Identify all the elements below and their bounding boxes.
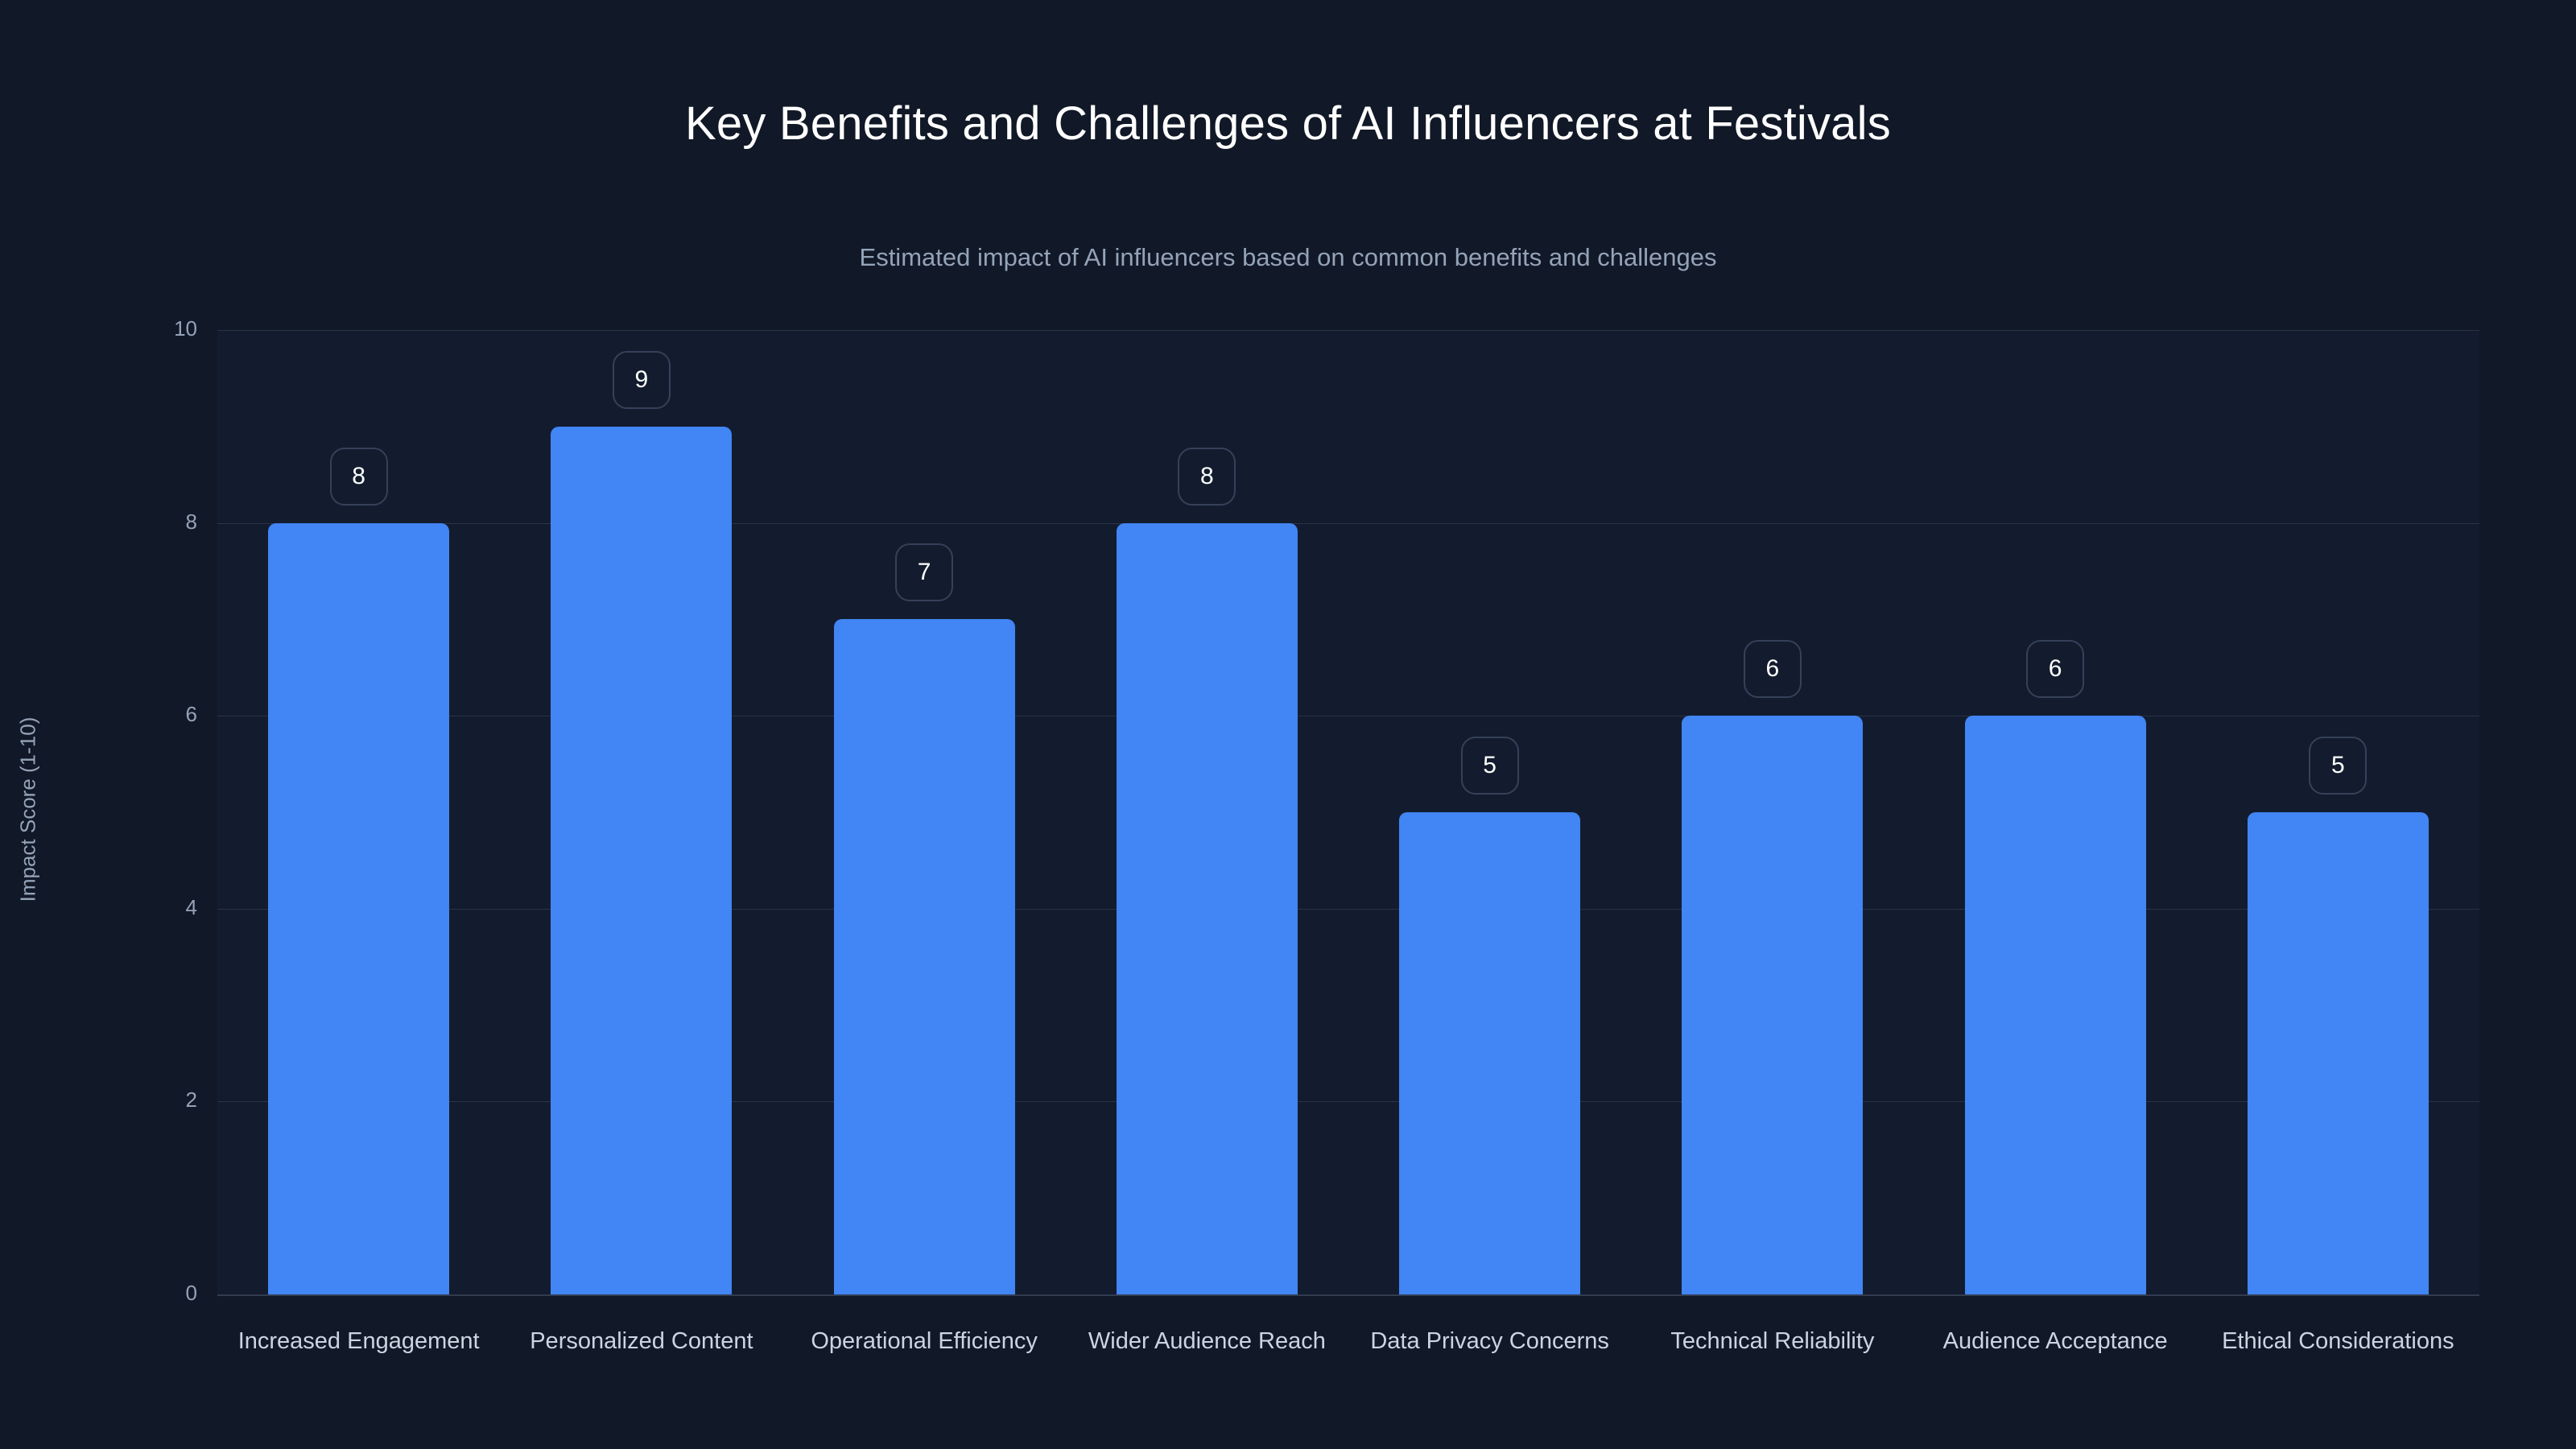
x-axis-tick-label: Data Privacy Concerns bbox=[1370, 1328, 1609, 1354]
gridline bbox=[217, 522, 2479, 524]
x-axis-tick-label: Audience Acceptance bbox=[1942, 1328, 2168, 1354]
y-axis-title: Impact Score (1-10) bbox=[15, 716, 40, 902]
x-axis-tick-label: Technical Reliability bbox=[1670, 1328, 1875, 1354]
bar[interactable] bbox=[551, 426, 733, 1294]
x-axis-tick-label: Increased Engagement bbox=[237, 1328, 480, 1354]
gridline bbox=[217, 908, 2479, 910]
gridline bbox=[217, 330, 2479, 331]
bar-value-label: 6 bbox=[1743, 640, 1802, 699]
bar[interactable] bbox=[1964, 716, 2146, 1294]
y-axis-tick-label: 2 bbox=[185, 1088, 197, 1113]
bar-value-label: 5 bbox=[1460, 737, 1519, 795]
x-axis-tick-label: Ethical Considerations bbox=[2222, 1328, 2454, 1354]
x-axis-tick-label: Operational Efficiency bbox=[811, 1328, 1038, 1354]
chart-title: Key Benefits and Challenges of AI Influe… bbox=[685, 97, 1891, 150]
y-axis-tick-label: 8 bbox=[185, 509, 197, 534]
bar[interactable] bbox=[268, 522, 450, 1294]
bar[interactable] bbox=[2247, 812, 2429, 1294]
plot-area bbox=[217, 330, 2479, 1295]
bar-value-label: 8 bbox=[1178, 447, 1236, 506]
bar-value-label: 6 bbox=[2026, 640, 2085, 699]
bar-value-label: 8 bbox=[329, 447, 388, 506]
x-axis-tick-label: Wider Audience Reach bbox=[1088, 1328, 1326, 1354]
y-axis-tick-label: 10 bbox=[174, 316, 197, 341]
chart-subtitle: Estimated impact of AI influencers based… bbox=[859, 243, 1717, 271]
gridline bbox=[217, 1101, 2479, 1103]
bar[interactable] bbox=[1682, 716, 1864, 1294]
bar[interactable] bbox=[1399, 812, 1581, 1294]
bar-value-label: 9 bbox=[612, 350, 671, 409]
bar[interactable] bbox=[833, 619, 1015, 1294]
y-axis-tick-label: 0 bbox=[185, 1281, 197, 1305]
y-axis-tick-label: 6 bbox=[185, 702, 197, 727]
bar[interactable] bbox=[1116, 522, 1298, 1294]
x-axis-tick-label: Personalized Content bbox=[530, 1328, 753, 1354]
y-axis-tick-label: 4 bbox=[185, 894, 197, 919]
bar-value-label: 7 bbox=[895, 543, 954, 602]
x-axis-line bbox=[217, 1294, 2479, 1296]
bar-value-label: 5 bbox=[2309, 737, 2368, 795]
